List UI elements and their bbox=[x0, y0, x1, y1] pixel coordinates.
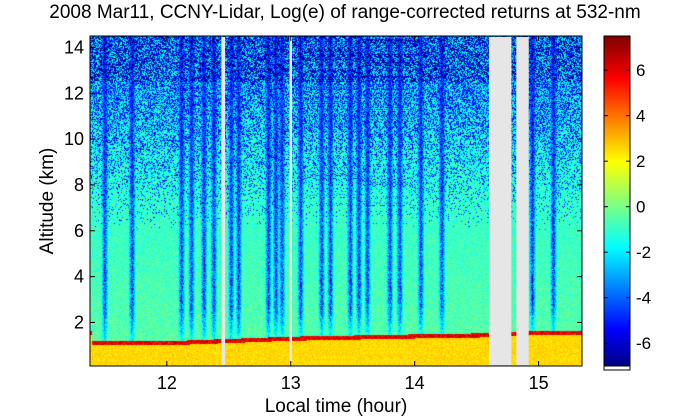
data-gap-2 bbox=[489, 37, 512, 365]
data-gaps bbox=[221, 37, 529, 365]
x-tick-label-0: 12 bbox=[157, 373, 177, 393]
cb-tick-label-6: 6 bbox=[636, 61, 645, 80]
data-gap-3 bbox=[516, 37, 529, 365]
cb-tick-label-0: -6 bbox=[636, 334, 651, 353]
y-axis: 2 4 6 8 10 12 14 bbox=[64, 37, 582, 332]
x-axis-label: Local time (hour) bbox=[265, 396, 408, 417]
cb-tick-label-4: 2 bbox=[636, 152, 645, 171]
x-tick-label-2: 14 bbox=[405, 373, 425, 393]
y-tick-label-1: 4 bbox=[74, 267, 84, 287]
y-tick-label-4: 10 bbox=[64, 129, 84, 149]
data-gap-0 bbox=[221, 37, 226, 365]
cb-tick-label-2: -2 bbox=[636, 243, 651, 262]
colorbar-end bbox=[603, 365, 631, 371]
y-tick-label-3: 8 bbox=[74, 175, 84, 195]
y-axis-label: Altitude (km) bbox=[37, 148, 58, 255]
y-tick-label-2: 6 bbox=[74, 221, 84, 241]
cb-tick-label-3: 0 bbox=[636, 198, 645, 217]
plot-frame bbox=[89, 35, 583, 367]
y-tick-label-6: 14 bbox=[64, 37, 84, 57]
y-tick-label-5: 12 bbox=[64, 83, 84, 103]
chart-title: 2008 Mar11, CCNY-Lidar, Log(e) of range-… bbox=[49, 2, 641, 23]
colorbar: -6 -4 -2 0 2 4 6 bbox=[603, 35, 651, 371]
x-tick-label-3: 15 bbox=[529, 373, 549, 393]
data-gap-1 bbox=[289, 37, 293, 365]
cb-tick-label-1: -4 bbox=[636, 289, 651, 308]
cb-tick-label-5: 4 bbox=[636, 107, 645, 126]
y-tick-label-0: 2 bbox=[74, 312, 84, 332]
colorbar-gradient bbox=[603, 35, 631, 367]
x-axis: 12 13 14 15 bbox=[157, 36, 549, 393]
x-tick-label-1: 13 bbox=[281, 373, 301, 393]
